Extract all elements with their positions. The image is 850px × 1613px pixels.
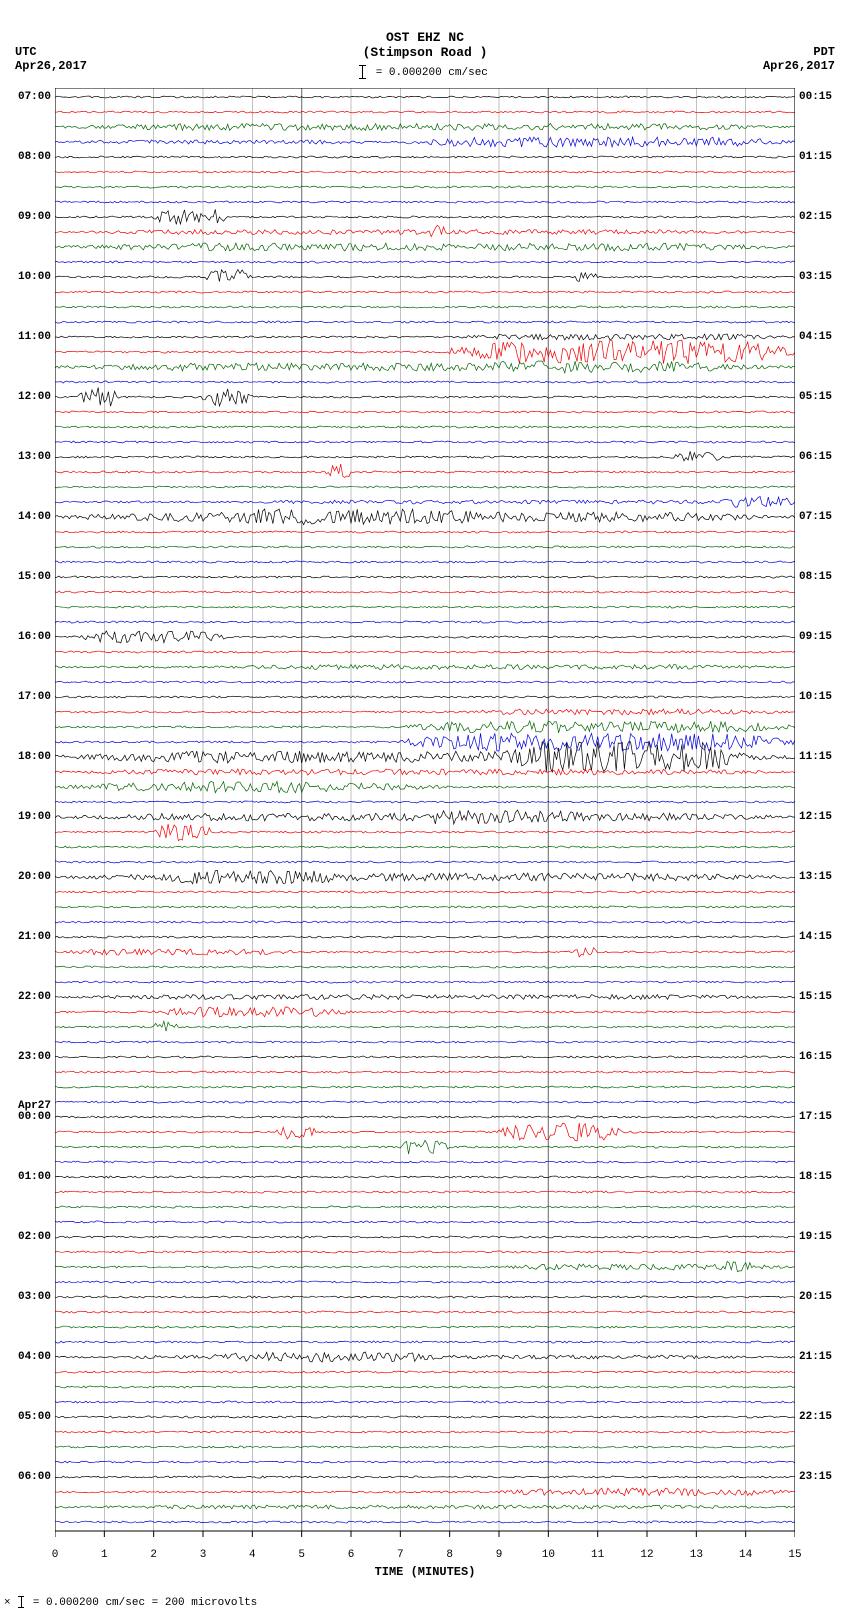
y-left-label: 14:00 <box>18 511 51 523</box>
y-left-label: 00:00 <box>18 1111 51 1123</box>
tz-left-label: UTC <box>15 45 87 59</box>
station-code: OST EHZ NC <box>0 30 850 45</box>
y-right-label: 13:15 <box>799 871 832 883</box>
seismogram-page: OST EHZ NC (Stimpson Road ) = 0.000200 c… <box>0 0 850 1613</box>
y-right-label: 10:15 <box>799 691 832 703</box>
y-left-label: 16:00 <box>18 631 51 643</box>
x-tick-label: 12 <box>640 1549 653 1561</box>
x-tick-label: 10 <box>542 1549 555 1561</box>
y-right-label: 17:15 <box>799 1111 832 1123</box>
tz-right-date: Apr26,2017 <box>763 59 835 73</box>
y-right-label: 03:15 <box>799 271 832 283</box>
y-right-label: 00:15 <box>799 91 832 103</box>
y-left-label: 22:00 <box>18 991 51 1003</box>
y-left-label: 06:00 <box>18 1471 51 1483</box>
y-right-label: 05:15 <box>799 391 832 403</box>
y-left-label: 18:00 <box>18 751 51 763</box>
footer-prefix: × <box>4 1597 11 1609</box>
plot-area <box>55 88 795 1543</box>
y-left-label: 04:00 <box>18 1351 51 1363</box>
x-tick-label: 11 <box>591 1549 604 1561</box>
x-tick-label: 5 <box>298 1549 305 1561</box>
y-left-label: 02:00 <box>18 1231 51 1243</box>
y-axis-right: 00:15 01:15 02:15 03:15 04:15 05:15 06:15 07:15… <box>795 88 850 1543</box>
y-right-label: 11:15 <box>799 751 832 763</box>
x-axis: TIME (MINUTES) 0123456789101112131415 <box>55 1543 795 1588</box>
seismogram-svg <box>55 88 795 1543</box>
x-tick-label: 9 <box>496 1549 503 1561</box>
header: OST EHZ NC (Stimpson Road ) <box>0 30 850 60</box>
y-left-label: 10:00 <box>18 271 51 283</box>
y-left-label: 19:00 <box>18 811 51 823</box>
y-right-label: 08:15 <box>799 571 832 583</box>
x-tick-label: 4 <box>249 1549 256 1561</box>
footer-legend: × = 0.000200 cm/sec = 200 microvolts <box>4 1596 257 1609</box>
scale-legend: = 0.000200 cm/sec <box>0 65 850 79</box>
y-left-label: 11:00 <box>18 331 51 343</box>
y-left-label: 01:00 <box>18 1171 51 1183</box>
x-tick-label: 1 <box>101 1549 108 1561</box>
x-tick-label: 8 <box>446 1549 453 1561</box>
y-left-label: 15:00 <box>18 571 51 583</box>
tz-right: PDT Apr26,2017 <box>763 45 835 73</box>
y-right-label: 20:15 <box>799 1291 832 1303</box>
y-right-label: 15:15 <box>799 991 832 1003</box>
y-right-label: 04:15 <box>799 331 832 343</box>
y-right-label: 21:15 <box>799 1351 832 1363</box>
y-left-label: 05:00 <box>18 1411 51 1423</box>
footer-text: = 0.000200 cm/sec = 200 microvolts <box>33 1597 257 1609</box>
scale-text: = 0.000200 cm/sec <box>376 67 488 79</box>
x-tick-label: 6 <box>348 1549 355 1561</box>
y-right-label: 01:15 <box>799 151 832 163</box>
station-name: (Stimpson Road ) <box>0 45 850 60</box>
x-tick-label: 14 <box>739 1549 752 1561</box>
y-left-label: 23:00 <box>18 1051 51 1063</box>
y-right-label: 12:15 <box>799 811 832 823</box>
x-tick-label: 0 <box>52 1549 59 1561</box>
x-tick-label: 7 <box>397 1549 404 1561</box>
x-tick-label: 15 <box>788 1549 801 1561</box>
y-right-label: 02:15 <box>799 211 832 223</box>
y-left-label: 17:00 <box>18 691 51 703</box>
x-tick-label: 3 <box>200 1549 207 1561</box>
y-right-label: 19:15 <box>799 1231 832 1243</box>
y-right-label: 23:15 <box>799 1471 832 1483</box>
y-left-label: 09:00 <box>18 211 51 223</box>
y-right-label: 07:15 <box>799 511 832 523</box>
y-left-label: 03:00 <box>18 1291 51 1303</box>
y-left-label: 20:00 <box>18 871 51 883</box>
x-axis-title: TIME (MINUTES) <box>55 1565 795 1579</box>
y-left-label: 21:00 <box>18 931 51 943</box>
tz-right-label: PDT <box>763 45 835 59</box>
y-right-label: 18:15 <box>799 1171 832 1183</box>
y-left-label: 13:00 <box>18 451 51 463</box>
y-right-label: 06:15 <box>799 451 832 463</box>
tz-left-date: Apr26,2017 <box>15 59 87 73</box>
y-right-label: 16:15 <box>799 1051 832 1063</box>
y-right-label: 14:15 <box>799 931 832 943</box>
tz-left: UTC Apr26,2017 <box>15 45 87 73</box>
y-left-label: 07:00 <box>18 91 51 103</box>
y-left-label: 08:00 <box>18 151 51 163</box>
footer-bar-icon <box>21 1596 22 1608</box>
y-right-label: 22:15 <box>799 1411 832 1423</box>
x-tick-label: 2 <box>150 1549 157 1561</box>
x-tick-label: 13 <box>690 1549 703 1561</box>
scale-bar-icon <box>362 65 363 79</box>
y-axis-left: 07:00 08:00 09:00 10:00 11:00 12:00 13:00 14:00… <box>0 88 55 1543</box>
y-right-label: 09:15 <box>799 631 832 643</box>
y-left-label: 12:00 <box>18 391 51 403</box>
